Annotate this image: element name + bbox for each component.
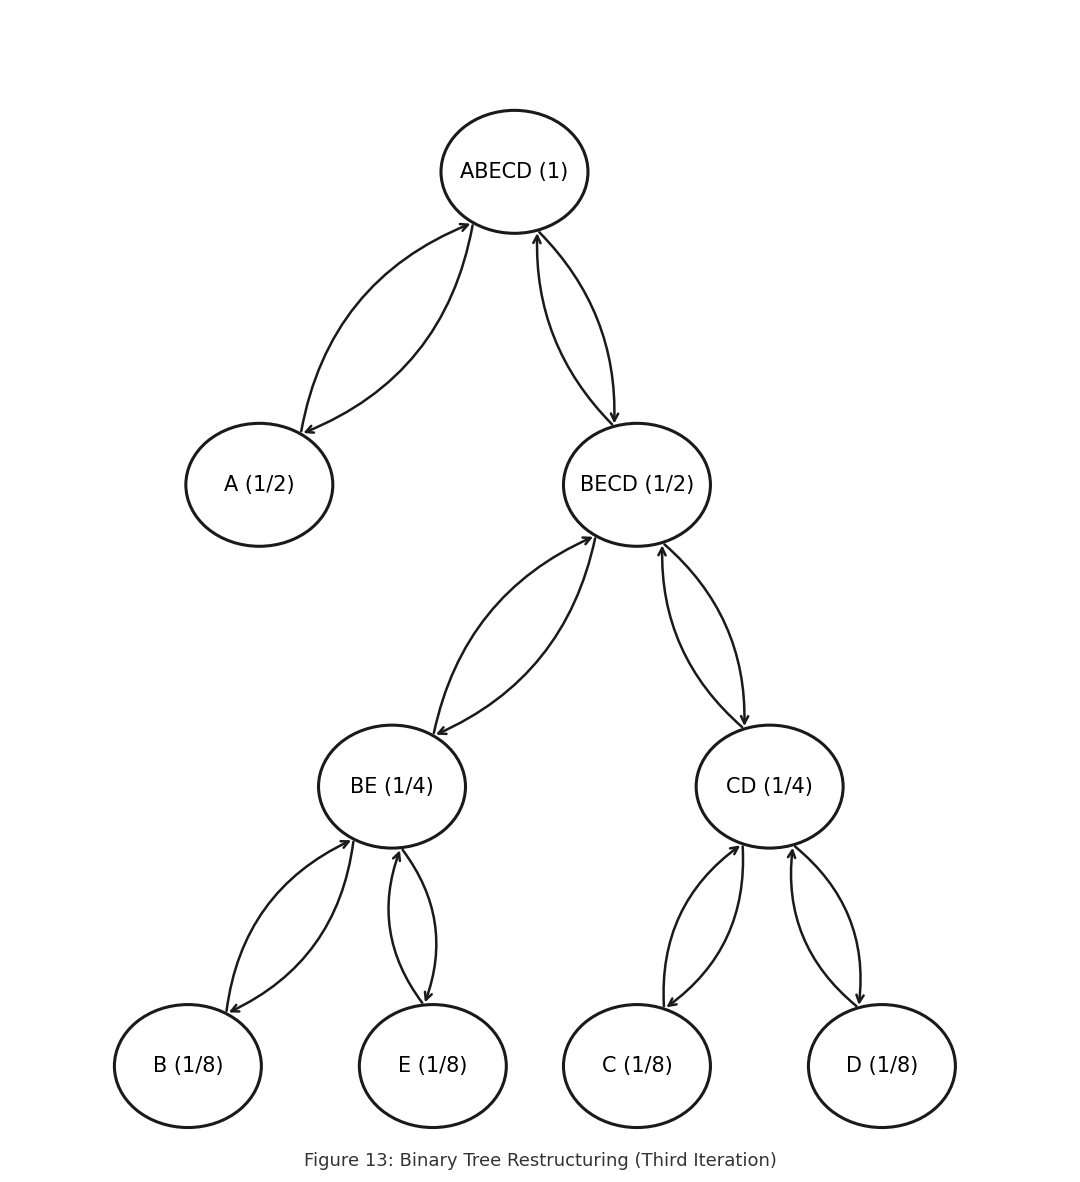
Text: ABECD (1): ABECD (1) <box>460 162 568 182</box>
Ellipse shape <box>697 725 843 849</box>
Text: A (1/2): A (1/2) <box>224 475 295 495</box>
Ellipse shape <box>360 1005 507 1128</box>
Ellipse shape <box>319 725 465 849</box>
Text: BECD (1/2): BECD (1/2) <box>580 475 694 495</box>
Text: D (1/8): D (1/8) <box>846 1056 918 1076</box>
Ellipse shape <box>809 1005 956 1128</box>
Text: E (1/8): E (1/8) <box>399 1056 468 1076</box>
Text: C (1/8): C (1/8) <box>602 1056 673 1076</box>
Ellipse shape <box>114 1005 261 1128</box>
Ellipse shape <box>564 1005 711 1128</box>
Text: CD (1/4): CD (1/4) <box>726 777 813 797</box>
Ellipse shape <box>441 110 588 233</box>
Ellipse shape <box>186 423 333 546</box>
Ellipse shape <box>564 423 711 546</box>
Text: B (1/8): B (1/8) <box>152 1056 224 1076</box>
Text: Figure 13: Binary Tree Restructuring (Third Iteration): Figure 13: Binary Tree Restructuring (Th… <box>303 1152 777 1170</box>
Text: BE (1/4): BE (1/4) <box>350 777 434 797</box>
